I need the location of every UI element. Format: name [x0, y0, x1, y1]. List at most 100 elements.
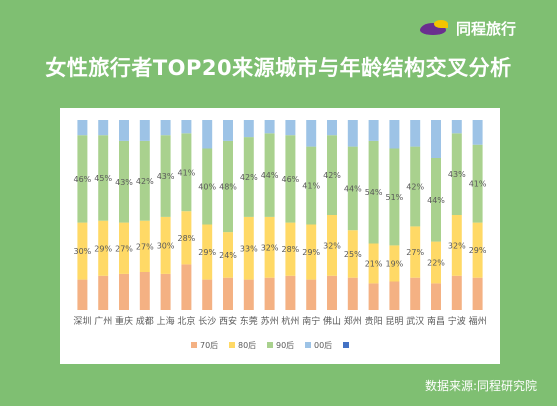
bar-segment [202, 148, 213, 225]
data-label: 42% [406, 183, 424, 192]
data-label: 27% [406, 248, 424, 257]
legend-label: 90后 [276, 340, 294, 350]
x-tick-label: 宁波 [448, 315, 466, 327]
bar-segment [243, 137, 254, 217]
bar-segment [160, 135, 171, 217]
x-tick-label: 郑州 [344, 315, 362, 327]
bar-segment [410, 277, 421, 310]
bar-segment [243, 279, 254, 310]
bar-segment [77, 279, 88, 310]
data-label: 42% [323, 171, 341, 180]
data-label: 27% [115, 244, 133, 253]
logo-text: 同程旅行 [456, 20, 517, 38]
data-label: 24% [219, 251, 237, 260]
data-label: 44% [344, 184, 362, 193]
bar-segment [347, 230, 358, 278]
bar-segment [223, 120, 233, 141]
x-tick-label: 南昌 [427, 315, 445, 327]
legend-label: 80后 [238, 340, 256, 350]
bar-segment [243, 120, 254, 138]
bar-segment [306, 224, 317, 280]
x-tick-label: 南宁 [302, 315, 320, 327]
chart-panel: 30% 46% 深圳 29% 45% 广州 27% 43% 重庆 27% 42% 成都 30% 43% 上海… [60, 108, 500, 364]
bar-segment [264, 277, 275, 310]
data-label: 43% [115, 178, 133, 187]
data-label: 28% [178, 234, 196, 243]
data-label: 22% [427, 259, 445, 268]
data-label: 45% [94, 174, 112, 183]
x-tick-label: 福州 [469, 315, 487, 327]
bar-segment [472, 144, 483, 223]
data-label: 29% [198, 248, 216, 257]
bar-segment [243, 216, 254, 280]
bar-segment [327, 120, 337, 136]
bar-segment [327, 275, 337, 310]
bar-segment [119, 273, 129, 310]
bar-segment [119, 120, 129, 141]
data-label: 27% [136, 242, 154, 251]
bar-segment [451, 133, 462, 215]
x-tick-label: 武汉 [406, 315, 424, 327]
bar-segment [347, 277, 358, 310]
data-label: 54% [365, 188, 383, 197]
bar-segment [327, 135, 337, 215]
bar-segment [98, 275, 109, 310]
legend-swatch [343, 342, 349, 348]
bar-segment [410, 120, 421, 147]
data-label: 43% [448, 170, 466, 179]
data-label: 41% [178, 168, 196, 177]
x-tick-label: 广州 [94, 315, 112, 327]
bar-segment [431, 120, 441, 158]
data-label: 41% [302, 182, 320, 191]
bar-segment [347, 146, 358, 231]
bar-segment [160, 273, 171, 310]
stacked-bar-chart: 30% 46% 深圳 29% 45% 广州 27% 43% 重庆 27% 42% 成都 30% 43% 上海… [73, 120, 487, 350]
bar-segment [223, 140, 233, 233]
data-label: 32% [261, 243, 279, 252]
bar-segment [368, 140, 379, 244]
bar-segment [368, 243, 379, 284]
legend-swatch [229, 342, 235, 348]
data-source: 数据来源:同程研究院 [424, 379, 537, 393]
bar-segment [98, 135, 109, 221]
bar-segment [77, 222, 88, 280]
bar-segment [368, 120, 379, 141]
legend-swatch [267, 342, 273, 348]
bar-segment [306, 146, 317, 225]
data-label: 25% [344, 250, 362, 259]
data-label: 21% [365, 259, 383, 268]
data-label: 51% [386, 193, 404, 202]
bar-segment [431, 283, 441, 310]
bar-segment [327, 215, 337, 276]
data-label: 28% [282, 245, 300, 254]
bar-segment [119, 140, 129, 223]
data-label: 29% [469, 246, 487, 255]
data-label: 29% [302, 248, 320, 257]
bar-segment [98, 120, 109, 136]
bar-segment [119, 222, 129, 274]
bar-segment [223, 232, 233, 278]
x-tick-label: 佛山 [323, 315, 341, 327]
data-label: 48% [219, 183, 237, 192]
bar-segment [410, 226, 421, 278]
data-label: 30% [74, 247, 92, 256]
bar-segment [451, 215, 462, 276]
bar-segment [139, 220, 150, 272]
data-label: 43% [157, 172, 175, 181]
x-tick-label: 上海 [157, 315, 175, 327]
bar-segment [306, 279, 317, 310]
x-tick-label: 西安 [219, 315, 237, 327]
bar-segment [472, 120, 483, 145]
x-tick-label: 成都 [136, 315, 154, 327]
bar-segment [98, 220, 109, 276]
bar-segment [202, 120, 213, 149]
bar-segment [285, 275, 296, 310]
data-label: 29% [94, 244, 112, 253]
bar-segment [202, 279, 213, 310]
legend-swatch [191, 342, 197, 348]
bar-segment [389, 120, 400, 149]
bar-segment [472, 222, 483, 278]
bar-segment [285, 222, 296, 276]
bar-segment [389, 281, 400, 310]
data-label: 46% [74, 175, 92, 184]
